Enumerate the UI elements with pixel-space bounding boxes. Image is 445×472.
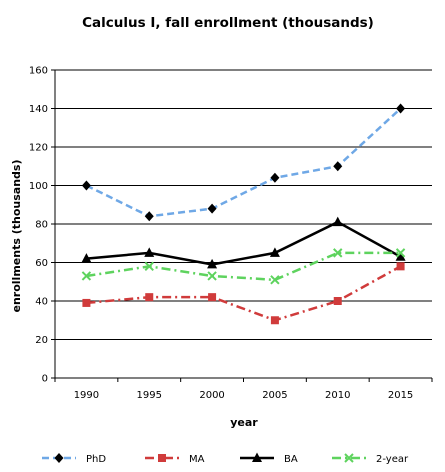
legend-label: MA bbox=[189, 454, 205, 465]
y-tick-label: 100 bbox=[29, 181, 48, 192]
axes bbox=[51, 69, 433, 382]
data-point-ba bbox=[81, 253, 92, 263]
data-point-ba bbox=[269, 247, 280, 257]
data-point-2-year bbox=[270, 275, 280, 285]
series-line-phd bbox=[85, 107, 402, 218]
x-tick-label: 1990 bbox=[74, 390, 99, 401]
y-tick-labels: 0 20 40 60 80 100 120 140 160 bbox=[29, 66, 48, 385]
data-point-2-year bbox=[395, 248, 406, 258]
data-point-ba bbox=[207, 258, 218, 269]
data-point-ma bbox=[270, 316, 279, 325]
chart-title: Calculus I, fall enrollment (thousands) bbox=[82, 15, 374, 31]
legend-marker bbox=[344, 453, 354, 463]
y-tick-label: 20 bbox=[35, 335, 48, 346]
legend-label: PhD bbox=[86, 454, 106, 465]
data-point-2-year bbox=[144, 261, 154, 272]
y-tick-label: 60 bbox=[35, 258, 48, 269]
data-point-phd bbox=[270, 172, 280, 183]
legend-label: BA bbox=[284, 454, 298, 465]
data-point-ba bbox=[332, 216, 343, 227]
data-point-phd bbox=[396, 103, 406, 114]
y-tick-label: 40 bbox=[35, 297, 48, 308]
x-tick-label: 2005 bbox=[262, 390, 287, 401]
series-line-2-year bbox=[86, 251, 401, 282]
y-tick-label: 0 bbox=[42, 374, 48, 385]
legend-marker bbox=[252, 452, 262, 462]
x-tick-label: 2010 bbox=[325, 390, 350, 401]
x-axis-label: year bbox=[230, 416, 258, 429]
legend-marker bbox=[158, 454, 166, 462]
series-markers bbox=[81, 103, 406, 325]
y-tick-label: 80 bbox=[35, 220, 48, 231]
gridlines bbox=[55, 69, 432, 340]
series-line-ma bbox=[86, 265, 402, 322]
data-point-phd bbox=[207, 203, 217, 214]
x-tick-labels: 1990 1995 2000 2005 2010 2015 bbox=[74, 390, 414, 401]
x-tick-label: 2015 bbox=[388, 390, 413, 401]
y-tick-label: 140 bbox=[29, 104, 48, 115]
data-point-ba bbox=[395, 251, 406, 261]
y-axis-label: enrollments (thousands) bbox=[10, 160, 23, 313]
legend-marker bbox=[54, 453, 64, 463]
legend: PhD MA BA 2-year bbox=[42, 452, 409, 465]
data-point-ma bbox=[145, 293, 154, 302]
data-point-2-year bbox=[207, 271, 217, 281]
data-point-phd bbox=[81, 180, 91, 191]
data-point-2-year bbox=[333, 248, 343, 258]
data-point-phd bbox=[333, 161, 343, 172]
data-point-ma bbox=[396, 262, 405, 271]
data-point-ma bbox=[208, 293, 217, 302]
y-tick-label: 120 bbox=[29, 143, 48, 154]
x-tick-label: 1995 bbox=[137, 390, 162, 401]
y-tick-label: 160 bbox=[29, 66, 48, 77]
series-line-ba bbox=[86, 220, 402, 266]
data-point-ma bbox=[333, 297, 342, 305]
x-tick-label: 2000 bbox=[199, 390, 224, 401]
data-point-ma bbox=[82, 298, 91, 307]
data-point-2-year bbox=[81, 271, 92, 281]
data-point-phd bbox=[144, 211, 154, 222]
data-point-ba bbox=[144, 247, 155, 257]
legend-label: 2-year bbox=[376, 454, 409, 465]
series-lines bbox=[85, 107, 402, 322]
